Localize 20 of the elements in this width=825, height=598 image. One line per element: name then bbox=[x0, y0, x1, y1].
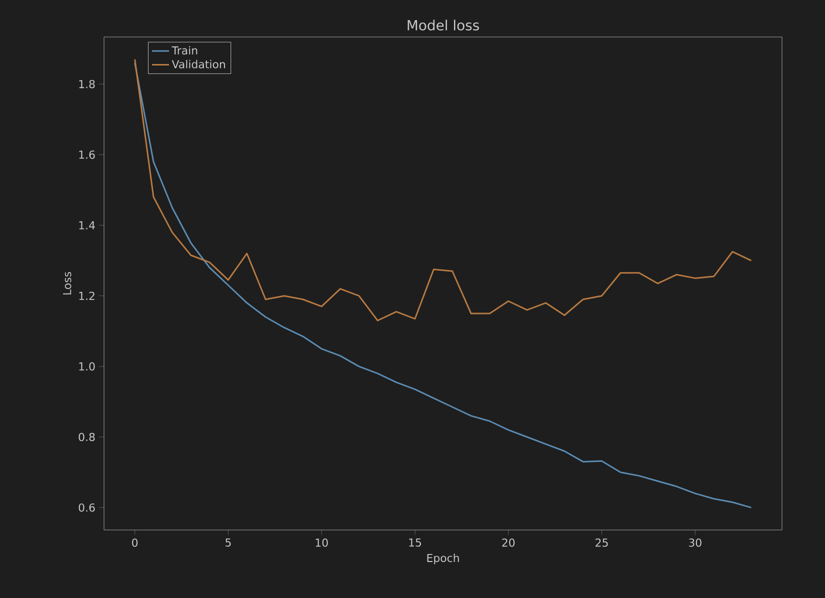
y-tick-label: 0.6 bbox=[78, 503, 95, 512]
x-tick-label: 25 bbox=[596, 538, 608, 547]
y-tick-label: 1.2 bbox=[79, 292, 94, 300]
x-tick-label: 15 bbox=[409, 538, 422, 547]
chart-title: Model loss bbox=[408, 20, 479, 30]
y-tick-label: 0.8 bbox=[78, 432, 95, 442]
x-tick-label: 30 bbox=[689, 538, 702, 547]
legend-label: Validation bbox=[172, 60, 225, 68]
x-tick-label: 5 bbox=[226, 538, 231, 547]
y-axis-title: Loss bbox=[63, 272, 72, 294]
x-tick-label: 0 bbox=[132, 538, 138, 547]
x-axis-title: Epoch bbox=[427, 554, 459, 564]
x-tick-label: 10 bbox=[316, 538, 328, 547]
y-tick-label: 1.0 bbox=[79, 362, 95, 371]
y-tick-label: 1.8 bbox=[79, 80, 95, 88]
line-series bbox=[134, 58, 752, 322]
x-tick-label: 20 bbox=[502, 538, 515, 547]
y-tick-label: 1.6 bbox=[79, 150, 95, 159]
legend-label: Train bbox=[172, 46, 198, 55]
y-tick-label: 1.4 bbox=[79, 221, 95, 230]
